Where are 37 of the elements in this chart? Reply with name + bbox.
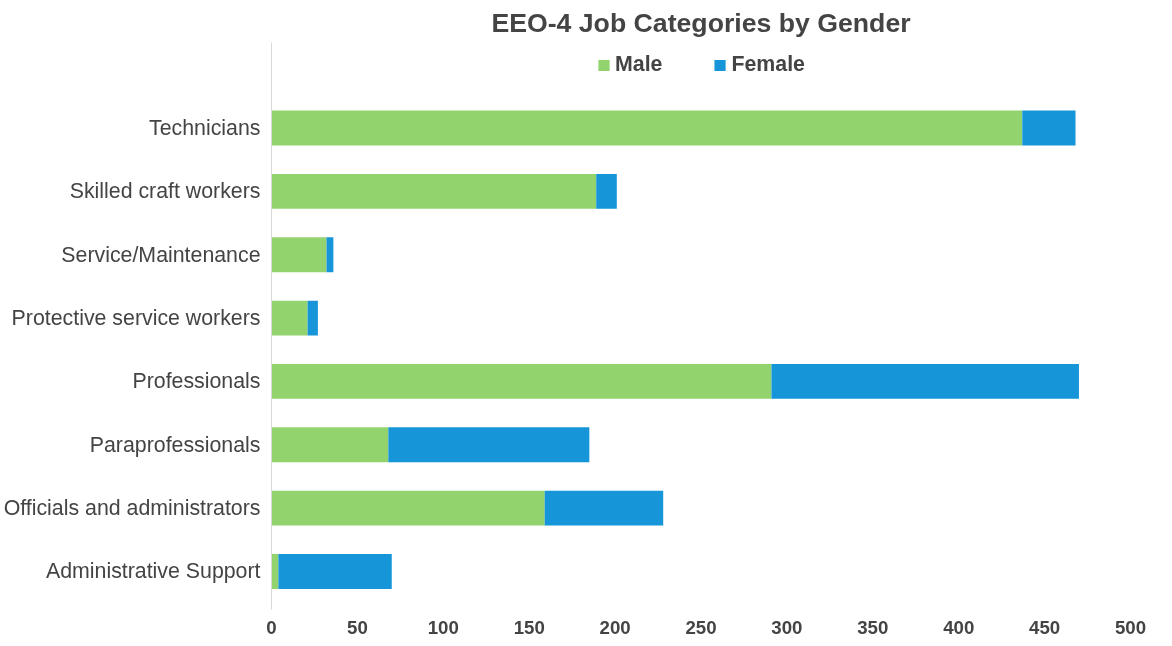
y-tick-label: Service/Maintenance (61, 242, 261, 267)
x-tick-label: 300 (771, 616, 803, 638)
x-tick-label: 200 (599, 616, 631, 638)
y-tick-label: Technicians (149, 116, 261, 141)
bar (271, 300, 308, 336)
x-tick-label: 150 (513, 616, 545, 638)
y-tick-label: Skilled craft workers (69, 179, 261, 204)
bar (771, 364, 1079, 399)
y-tick-label: Paraprofessionals (89, 432, 261, 457)
legend-label: Female (731, 52, 805, 77)
x-tick-label: 100 (427, 616, 459, 638)
y-tick-label: Professionals (132, 369, 261, 394)
x-tick-label: 350 (857, 616, 889, 638)
bar (271, 237, 327, 273)
x-tick-label: 500 (1114, 616, 1147, 638)
bar (1022, 110, 1076, 146)
bar (596, 173, 617, 209)
bar (271, 110, 1023, 146)
bar (271, 490, 545, 526)
x-tick-label: 50 (347, 616, 368, 638)
y-tick-label: Administrative Support (45, 559, 261, 584)
chart-title: EEO-4 Job Categories by Gender (491, 7, 911, 38)
bar (271, 427, 389, 463)
bar (307, 300, 318, 336)
x-tick-label: 450 (1029, 616, 1061, 638)
bar (271, 173, 597, 209)
x-tick-label: 0 (266, 616, 277, 638)
bar (388, 427, 590, 463)
x-tick-label: 250 (685, 616, 717, 638)
legend-label: Male (615, 52, 663, 77)
x-tick-label: 400 (943, 616, 975, 638)
bar (326, 237, 334, 273)
y-tick-label: Officials and administrators (3, 496, 261, 521)
bar (544, 490, 664, 526)
bar (278, 554, 392, 589)
y-tick-label: Protective service workers (11, 306, 261, 331)
bar (271, 364, 772, 399)
